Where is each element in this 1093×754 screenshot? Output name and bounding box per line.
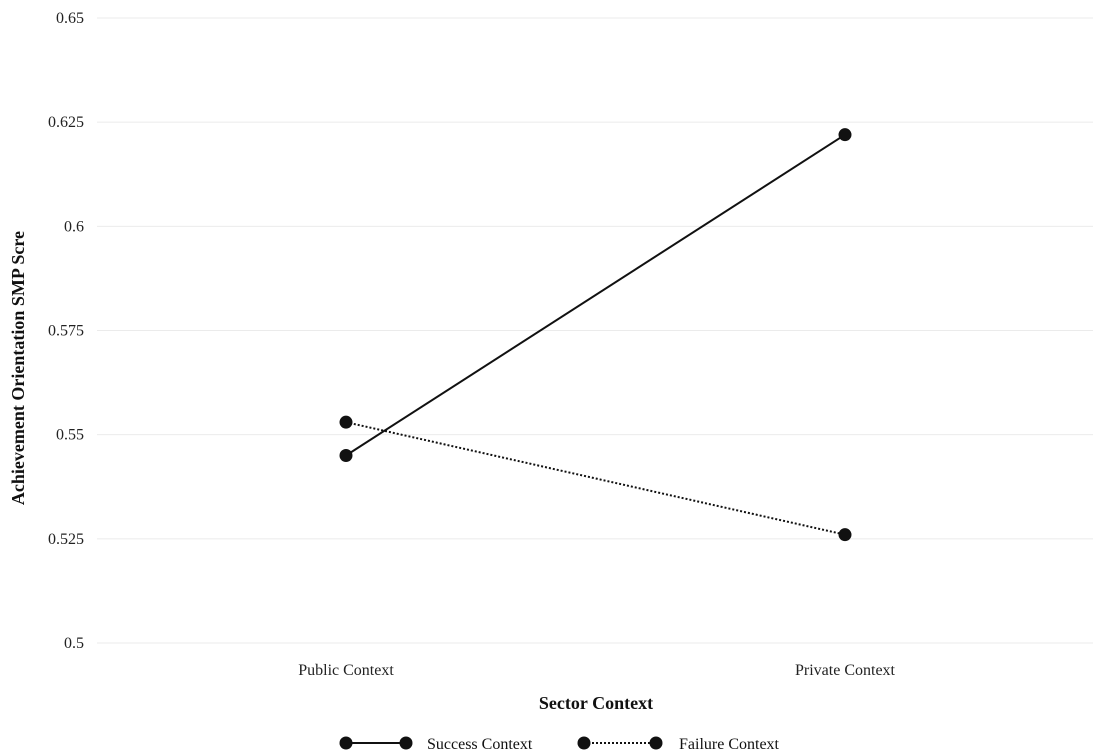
legend-marker-failure-context bbox=[577, 736, 591, 750]
x-axis-title: Sector Context bbox=[539, 693, 653, 713]
failure-context-line bbox=[345, 421, 846, 536]
legend-marker-success-context bbox=[339, 736, 353, 750]
x-tick-label: Public Context bbox=[298, 662, 394, 679]
y-tick-label: 0.6 bbox=[64, 218, 84, 235]
legend-marker-failure-context bbox=[649, 736, 663, 750]
y-tick-label: 0.525 bbox=[48, 531, 84, 548]
legend: Success Context Failure Context bbox=[339, 736, 780, 753]
legend-label-failure-context: Failure Context bbox=[679, 736, 780, 753]
success-context-line bbox=[345, 133, 846, 457]
plot-series bbox=[339, 128, 852, 542]
success-context-point bbox=[838, 128, 852, 142]
y-axis-ticks: 0.5 0.525 0.55 0.575 0.6 0.625 0.65 bbox=[48, 10, 84, 652]
x-tick-label: Private Context bbox=[795, 662, 896, 679]
legend-marker-success-context bbox=[399, 736, 413, 750]
failure-context-point bbox=[838, 528, 852, 542]
y-axis-title: Achievement Orientation SMP Scre bbox=[8, 231, 28, 505]
y-tick-label: 0.625 bbox=[48, 114, 84, 131]
y-tick-label: 0.575 bbox=[48, 323, 84, 340]
legend-label-success-context: Success Context bbox=[427, 736, 533, 753]
y-tick-label: 0.5 bbox=[64, 635, 84, 652]
failure-context-point bbox=[339, 415, 353, 429]
y-tick-label: 0.65 bbox=[56, 10, 84, 27]
x-axis-ticks: Public Context Private Context bbox=[298, 662, 895, 679]
success-context-point bbox=[339, 449, 353, 462]
y-tick-label: 0.55 bbox=[56, 427, 84, 444]
gridlines bbox=[97, 17, 1093, 644]
